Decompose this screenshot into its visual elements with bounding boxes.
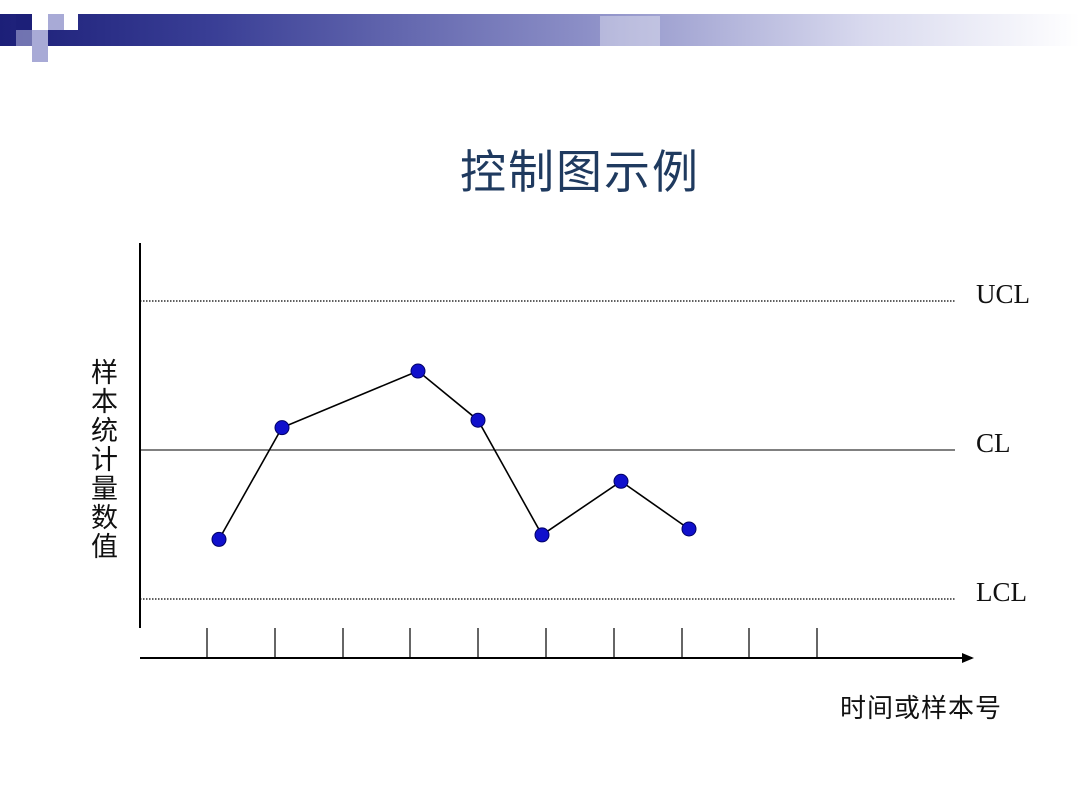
header-band — [0, 14, 1080, 46]
data-point — [470, 412, 486, 428]
lcl-label: LCL — [976, 577, 1027, 607]
x-axis-label: 时间或样本号 — [840, 694, 1003, 724]
header-square-light — [32, 30, 48, 46]
slide-title: 控制图示例 — [460, 145, 700, 199]
header-ghost-mark — [600, 16, 660, 46]
ucl-label: UCL — [976, 279, 1030, 309]
series-line — [218, 370, 690, 540]
header-square-light — [48, 14, 64, 30]
cl-label: CL — [976, 428, 1011, 458]
header-square-light — [16, 30, 32, 46]
data-point — [681, 521, 697, 537]
header-square-dark — [16, 14, 32, 30]
data-point — [211, 531, 227, 547]
data-point — [410, 363, 426, 379]
header-square-light — [32, 46, 48, 62]
data-point — [613, 473, 629, 489]
header-square-white — [32, 14, 48, 30]
header-square-white — [64, 14, 78, 30]
data-point — [534, 527, 550, 543]
data-point — [274, 420, 290, 436]
y-axis-label: 样本统计量数值 — [86, 358, 117, 561]
